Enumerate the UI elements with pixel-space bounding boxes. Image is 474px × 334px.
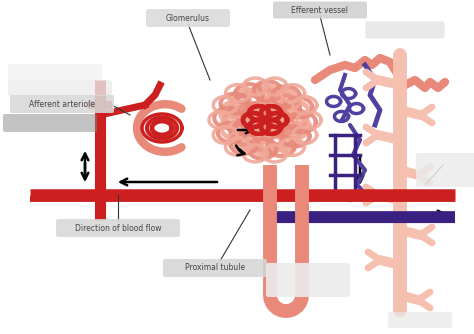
FancyBboxPatch shape (365, 21, 445, 38)
FancyBboxPatch shape (273, 1, 367, 18)
FancyBboxPatch shape (266, 263, 350, 297)
FancyBboxPatch shape (163, 259, 267, 277)
FancyBboxPatch shape (416, 153, 474, 187)
FancyBboxPatch shape (8, 80, 112, 96)
FancyBboxPatch shape (56, 219, 180, 237)
FancyBboxPatch shape (146, 9, 230, 27)
Text: Efferent vessel: Efferent vessel (292, 5, 348, 14)
FancyBboxPatch shape (388, 312, 452, 328)
Text: Afferent arteriole: Afferent arteriole (29, 100, 95, 109)
FancyBboxPatch shape (3, 114, 97, 132)
Text: Direction of blood flow: Direction of blood flow (75, 223, 161, 232)
FancyBboxPatch shape (8, 64, 102, 80)
Text: Glomerulus: Glomerulus (166, 13, 210, 22)
FancyBboxPatch shape (10, 95, 114, 113)
Text: Proximal tubule: Proximal tubule (185, 264, 245, 273)
